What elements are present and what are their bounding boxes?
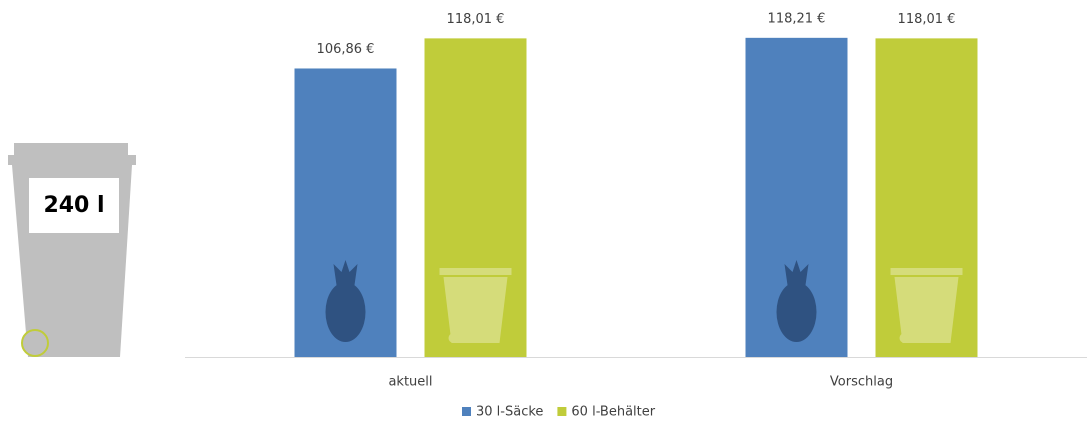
page: 240 l aktuell 106,86 € 118,01 € Vorschlag 11… (0, 0, 1087, 428)
legend-swatch (557, 407, 566, 416)
legend-label: 30 l-Säcke (476, 405, 543, 420)
chart: 240 l aktuell 106,86 € 118,01 € Vorschlag 11… (0, 0, 1087, 428)
bin-icon (8, 143, 136, 357)
bin-lid (891, 268, 963, 275)
value-label: 118,01 € (447, 12, 505, 27)
bin-wheel (449, 333, 459, 343)
bin-wheel (900, 333, 910, 343)
value-label: 118,21 € (768, 11, 826, 26)
bin-size-label: 240 l (43, 193, 104, 218)
x-tick-label: Vorschlag (830, 375, 893, 390)
legend-swatch (462, 407, 471, 416)
value-label: 106,86 € (317, 42, 375, 57)
bin-lid (440, 268, 512, 275)
sack-icon (777, 282, 817, 342)
sack-icon (326, 282, 366, 342)
value-label: 118,01 € (898, 12, 956, 27)
x-tick-label: aktuell (388, 375, 432, 390)
legend-label: 60 l-Behälter (571, 405, 655, 420)
